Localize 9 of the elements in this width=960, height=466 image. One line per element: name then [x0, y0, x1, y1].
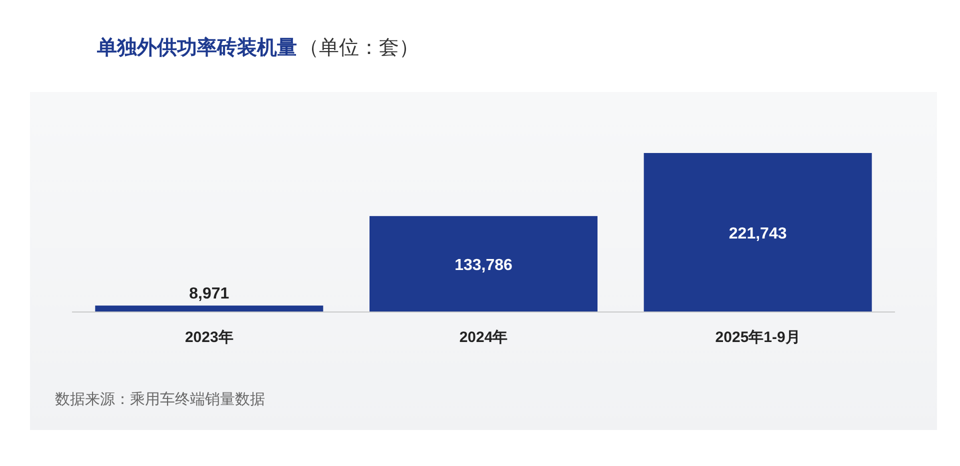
x-tick-label: 2024年 — [459, 329, 508, 346]
source-note: 数据来源：乘用车终端销量数据 — [55, 391, 265, 408]
x-tick-label: 2025年1-9月 — [715, 329, 800, 346]
data-label: 8,971 — [189, 286, 230, 303]
chart-title: 单独外供功率砖装机量 — [96, 36, 297, 59]
data-label: 133,786 — [454, 257, 513, 274]
data-label: 221,743 — [728, 226, 787, 242]
x-tick-label: 2023年 — [184, 329, 234, 346]
chart-subtitle: （单位：套） — [299, 37, 419, 59]
